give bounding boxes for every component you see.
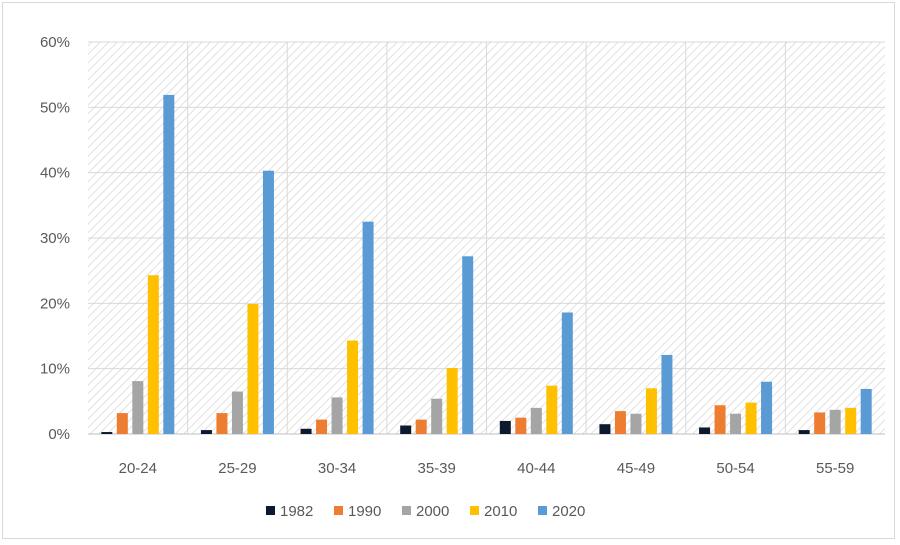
bar-2010-55-59 (845, 407, 857, 434)
x-tick-label: 45-49 (617, 460, 655, 477)
bar-1982-40-44 (499, 420, 511, 434)
y-tick-label: 40% (40, 165, 70, 182)
bar-1990-25-29 (216, 413, 228, 434)
legend-label-2000: 2000 (416, 503, 449, 520)
bar-1982-55-59 (798, 430, 810, 434)
bar-2020-45-49 (661, 354, 673, 434)
y-tick-label: 60% (40, 34, 70, 51)
x-axis-labels: 20-24 25-29 30-34 35-39 40-44 45-49 50-54 55-59 (119, 460, 855, 477)
bar-1982-45-49 (599, 424, 611, 434)
bar-1982-20-24 (101, 432, 113, 434)
x-tick-label: 25-29 (218, 460, 256, 477)
bar-2020-50-54 (761, 381, 773, 434)
legend-label-2020: 2020 (552, 503, 585, 520)
legend-swatch-2010 (470, 506, 479, 515)
legend-label-2010: 2010 (484, 503, 517, 520)
bar-2010-30-34 (347, 340, 359, 434)
bar-2000-50-54 (730, 413, 742, 434)
bar-1982-30-34 (300, 428, 312, 434)
bar-1990-45-49 (614, 411, 626, 434)
bar-2000-30-34 (331, 397, 343, 434)
bar-1990-40-44 (515, 417, 527, 434)
bar-2020-30-34 (362, 221, 374, 434)
gridlines (88, 41, 885, 435)
x-tick-label: 40-44 (517, 460, 555, 477)
bar-2000-20-24 (132, 381, 144, 434)
chart-frame: 0% 10% 20% 30% 40% 50% 60% 20-24 25-29 30-34 35-3… (2, 2, 895, 539)
legend-label-1990: 1990 (348, 503, 381, 520)
y-tick-label: 50% (40, 99, 70, 116)
legend: 1982 1990 2000 2010 2020 (266, 503, 585, 520)
legend-swatch-1990 (334, 506, 343, 515)
bar-2020-55-59 (860, 388, 872, 434)
bar-2000-55-59 (829, 409, 841, 434)
legend-swatch-2000 (402, 506, 411, 515)
y-axis-labels: 0% 10% 20% 30% 40% 50% 60% (40, 34, 70, 443)
x-tick-label: 50-54 (716, 460, 754, 477)
bar-2000-45-49 (630, 413, 642, 434)
y-tick-label: 20% (40, 295, 70, 312)
bar-2020-40-44 (561, 312, 573, 434)
legend-swatch-2020 (538, 506, 547, 515)
bar-chart: 0% 10% 20% 30% 40% 50% 60% 20-24 25-29 30-34 35-3… (40, 34, 885, 520)
bar-1990-20-24 (116, 413, 128, 434)
bar-2010-35-39 (446, 368, 458, 434)
bar-1982-50-54 (699, 427, 711, 434)
x-tick-label: 55-59 (816, 460, 854, 477)
bar-1990-50-54 (714, 405, 726, 434)
bar-2010-40-44 (546, 385, 558, 434)
bar-1982-25-29 (200, 430, 212, 434)
x-tick-label: 30-34 (318, 460, 356, 477)
legend-swatch-1982 (266, 506, 275, 515)
bar-2020-20-24 (163, 94, 175, 435)
bar-2020-35-39 (462, 256, 474, 434)
bar-2000-40-44 (530, 407, 542, 434)
bar-2010-20-24 (147, 275, 159, 434)
y-tick-label: 0% (48, 426, 70, 443)
bar-1990-30-34 (316, 419, 328, 434)
bar-2010-45-49 (645, 388, 657, 434)
bar-1982-35-39 (400, 425, 412, 434)
y-tick-label: 30% (40, 230, 70, 247)
bar-2020-25-29 (262, 170, 274, 434)
bar-2010-50-54 (745, 402, 757, 434)
bar-2010-25-29 (247, 303, 259, 434)
bar-2000-35-39 (431, 398, 443, 434)
bar-2000-25-29 (231, 391, 243, 434)
x-tick-label: 35-39 (418, 460, 456, 477)
bars (101, 94, 872, 435)
x-tick-label: 20-24 (119, 460, 157, 477)
bar-1990-55-59 (814, 412, 826, 434)
bar-1990-35-39 (415, 419, 427, 434)
legend-label-1982: 1982 (280, 503, 313, 520)
y-tick-label: 10% (40, 361, 70, 378)
